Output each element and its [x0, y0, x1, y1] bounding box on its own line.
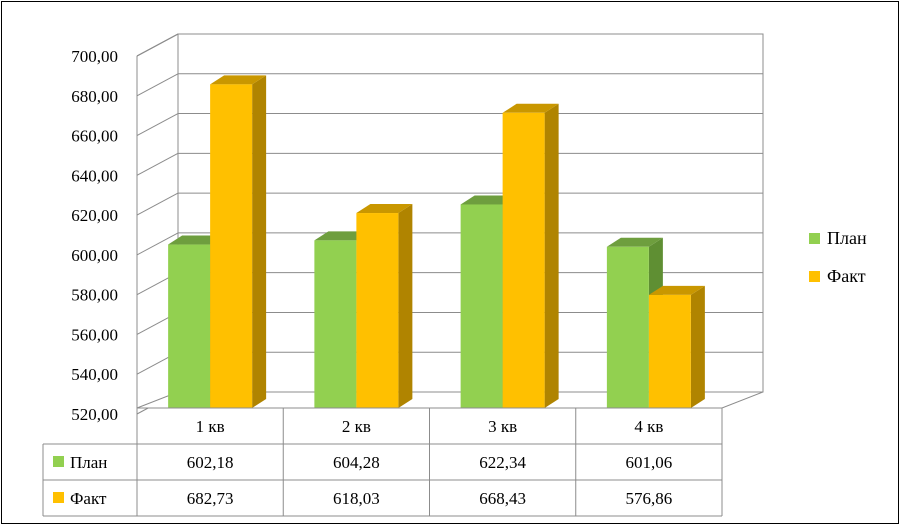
table-series-name: Факт: [70, 489, 107, 508]
data-table-value: 618,03: [333, 489, 380, 508]
bar-top: [210, 75, 267, 85]
legend-key: [809, 271, 820, 282]
bar: [168, 244, 211, 408]
bar-top: [502, 103, 559, 113]
table-series-name: План: [70, 453, 107, 472]
y-tick-label: 580,00: [71, 286, 118, 305]
gridline-side: [136, 113, 179, 136]
data-table-value: 622,34: [479, 453, 526, 472]
legend-key: [809, 233, 820, 244]
bar-top: [606, 237, 663, 247]
y-tick-label: 620,00: [71, 206, 118, 225]
category-label: 4 кв: [634, 417, 663, 436]
gridline-side: [136, 152, 179, 176]
y-tick-label: 540,00: [71, 365, 118, 384]
bar: [648, 294, 691, 408]
category-label: 3 кв: [488, 417, 517, 436]
bar-top: [648, 285, 705, 295]
y-tick-label: 640,00: [71, 166, 118, 185]
legend-label: Факт: [827, 266, 866, 286]
bar: [356, 213, 399, 408]
table-legend-key: [53, 492, 64, 503]
category-label: 2 кв: [342, 417, 371, 436]
legend-label: План: [827, 228, 867, 248]
bar-top: [356, 204, 413, 214]
bar: [314, 240, 357, 408]
gridline-side: [136, 33, 179, 57]
y-tick-label: 520,00: [71, 405, 118, 424]
gridline-side: [136, 73, 179, 97]
bar: [502, 112, 545, 409]
bar: [606, 246, 649, 408]
bar-side: [544, 103, 559, 409]
y-tick-label: 680,00: [71, 87, 118, 106]
y-tick-label: 700,00: [71, 47, 118, 66]
bar-side: [690, 285, 705, 408]
bar: [460, 204, 503, 408]
bar-side: [398, 204, 413, 408]
y-tick-label: 660,00: [71, 127, 118, 146]
y-tick-label: 600,00: [71, 246, 118, 265]
data-table-value: 602,18: [187, 453, 234, 472]
data-table-value: 668,43: [479, 489, 526, 508]
category-label: 1 кв: [196, 417, 225, 436]
data-table-value: 682,73: [187, 489, 234, 508]
data-table-value: 604,28: [333, 453, 380, 472]
y-tick-label: 560,00: [71, 325, 118, 344]
data-table-value: 601,06: [626, 453, 673, 472]
gridline-side: [136, 232, 179, 256]
table-legend-key: [53, 456, 64, 467]
gridline-side: [136, 192, 179, 216]
bar-side: [252, 75, 267, 408]
data-table-value: 576,86: [626, 489, 673, 508]
bar: [210, 84, 253, 408]
